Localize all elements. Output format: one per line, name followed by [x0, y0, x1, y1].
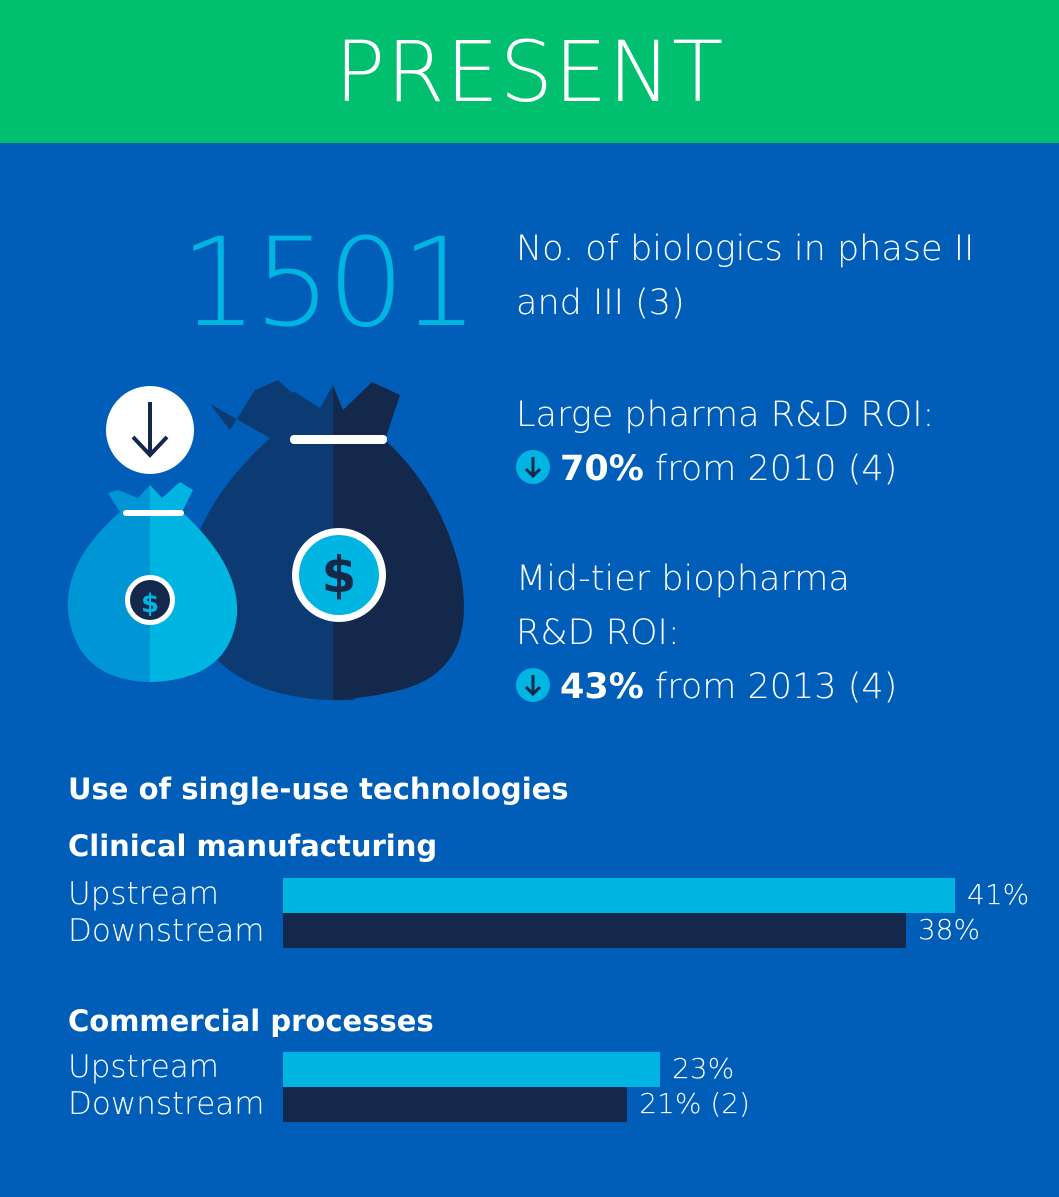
dollar-icon: $: [322, 546, 357, 604]
clinical-downstream-label: Downstream: [68, 913, 265, 949]
biologics-line2: and III (3): [516, 283, 685, 323]
group-title-clinical: Clinical manufacturing: [68, 829, 438, 863]
mid-tier-value: 43%: [560, 667, 644, 707]
mid-tier-roi: Mid-tier biopharma R&D ROI: 43% from 201…: [516, 552, 897, 714]
bar-downstream: [283, 1087, 628, 1122]
bar-value-label: 41%: [967, 878, 1030, 911]
page-title: PRESENT: [334, 22, 725, 121]
biologics-line1: No. of biologics in phase II: [516, 229, 975, 269]
bar-value-label: 21% (2): [639, 1087, 750, 1120]
bar-value-label: 23%: [671, 1052, 735, 1085]
clinical-upstream-label: Upstream: [68, 876, 220, 912]
mid-tier-rest: from 2013 (4): [654, 667, 898, 707]
dollar-icon: $: [141, 589, 159, 619]
large-pharma-rest: from 2010 (4): [654, 449, 898, 489]
bar-upstream: [283, 1052, 660, 1087]
arrow-down-icon: [516, 668, 550, 702]
mid-tier-line1: Mid-tier biopharma: [516, 559, 850, 599]
money-bag-icon: $: [67, 482, 238, 682]
large-pharma-label: Large pharma R&D ROI:: [516, 395, 935, 435]
bar-upstream: [283, 878, 955, 913]
arrow-down-icon: [516, 450, 550, 484]
large-pharma-roi: Large pharma R&D ROI: 70% from 2010 (4): [516, 388, 934, 496]
money-bag-icon: $: [184, 380, 464, 701]
commercial-upstream-label: Upstream: [68, 1049, 220, 1085]
money-bags-illustration: $ $: [67, 380, 464, 701]
bar-downstream: [283, 913, 906, 948]
biologics-label: No. of biologics in phase II and III (3): [516, 222, 974, 330]
commercial-downstream-label: Downstream: [68, 1086, 265, 1122]
arrow-down-icon: [106, 386, 194, 474]
mid-tier-line2: R&D ROI:: [516, 613, 680, 653]
large-pharma-value: 70%: [560, 449, 644, 489]
biologics-count: 1501: [180, 212, 478, 354]
header-banner: PRESENT: [0, 0, 1059, 143]
chart-title: Use of single-use technologies: [68, 772, 569, 806]
bar-value-label: 38%: [917, 913, 981, 946]
group-title-commercial: Commercial processes: [68, 1004, 434, 1038]
